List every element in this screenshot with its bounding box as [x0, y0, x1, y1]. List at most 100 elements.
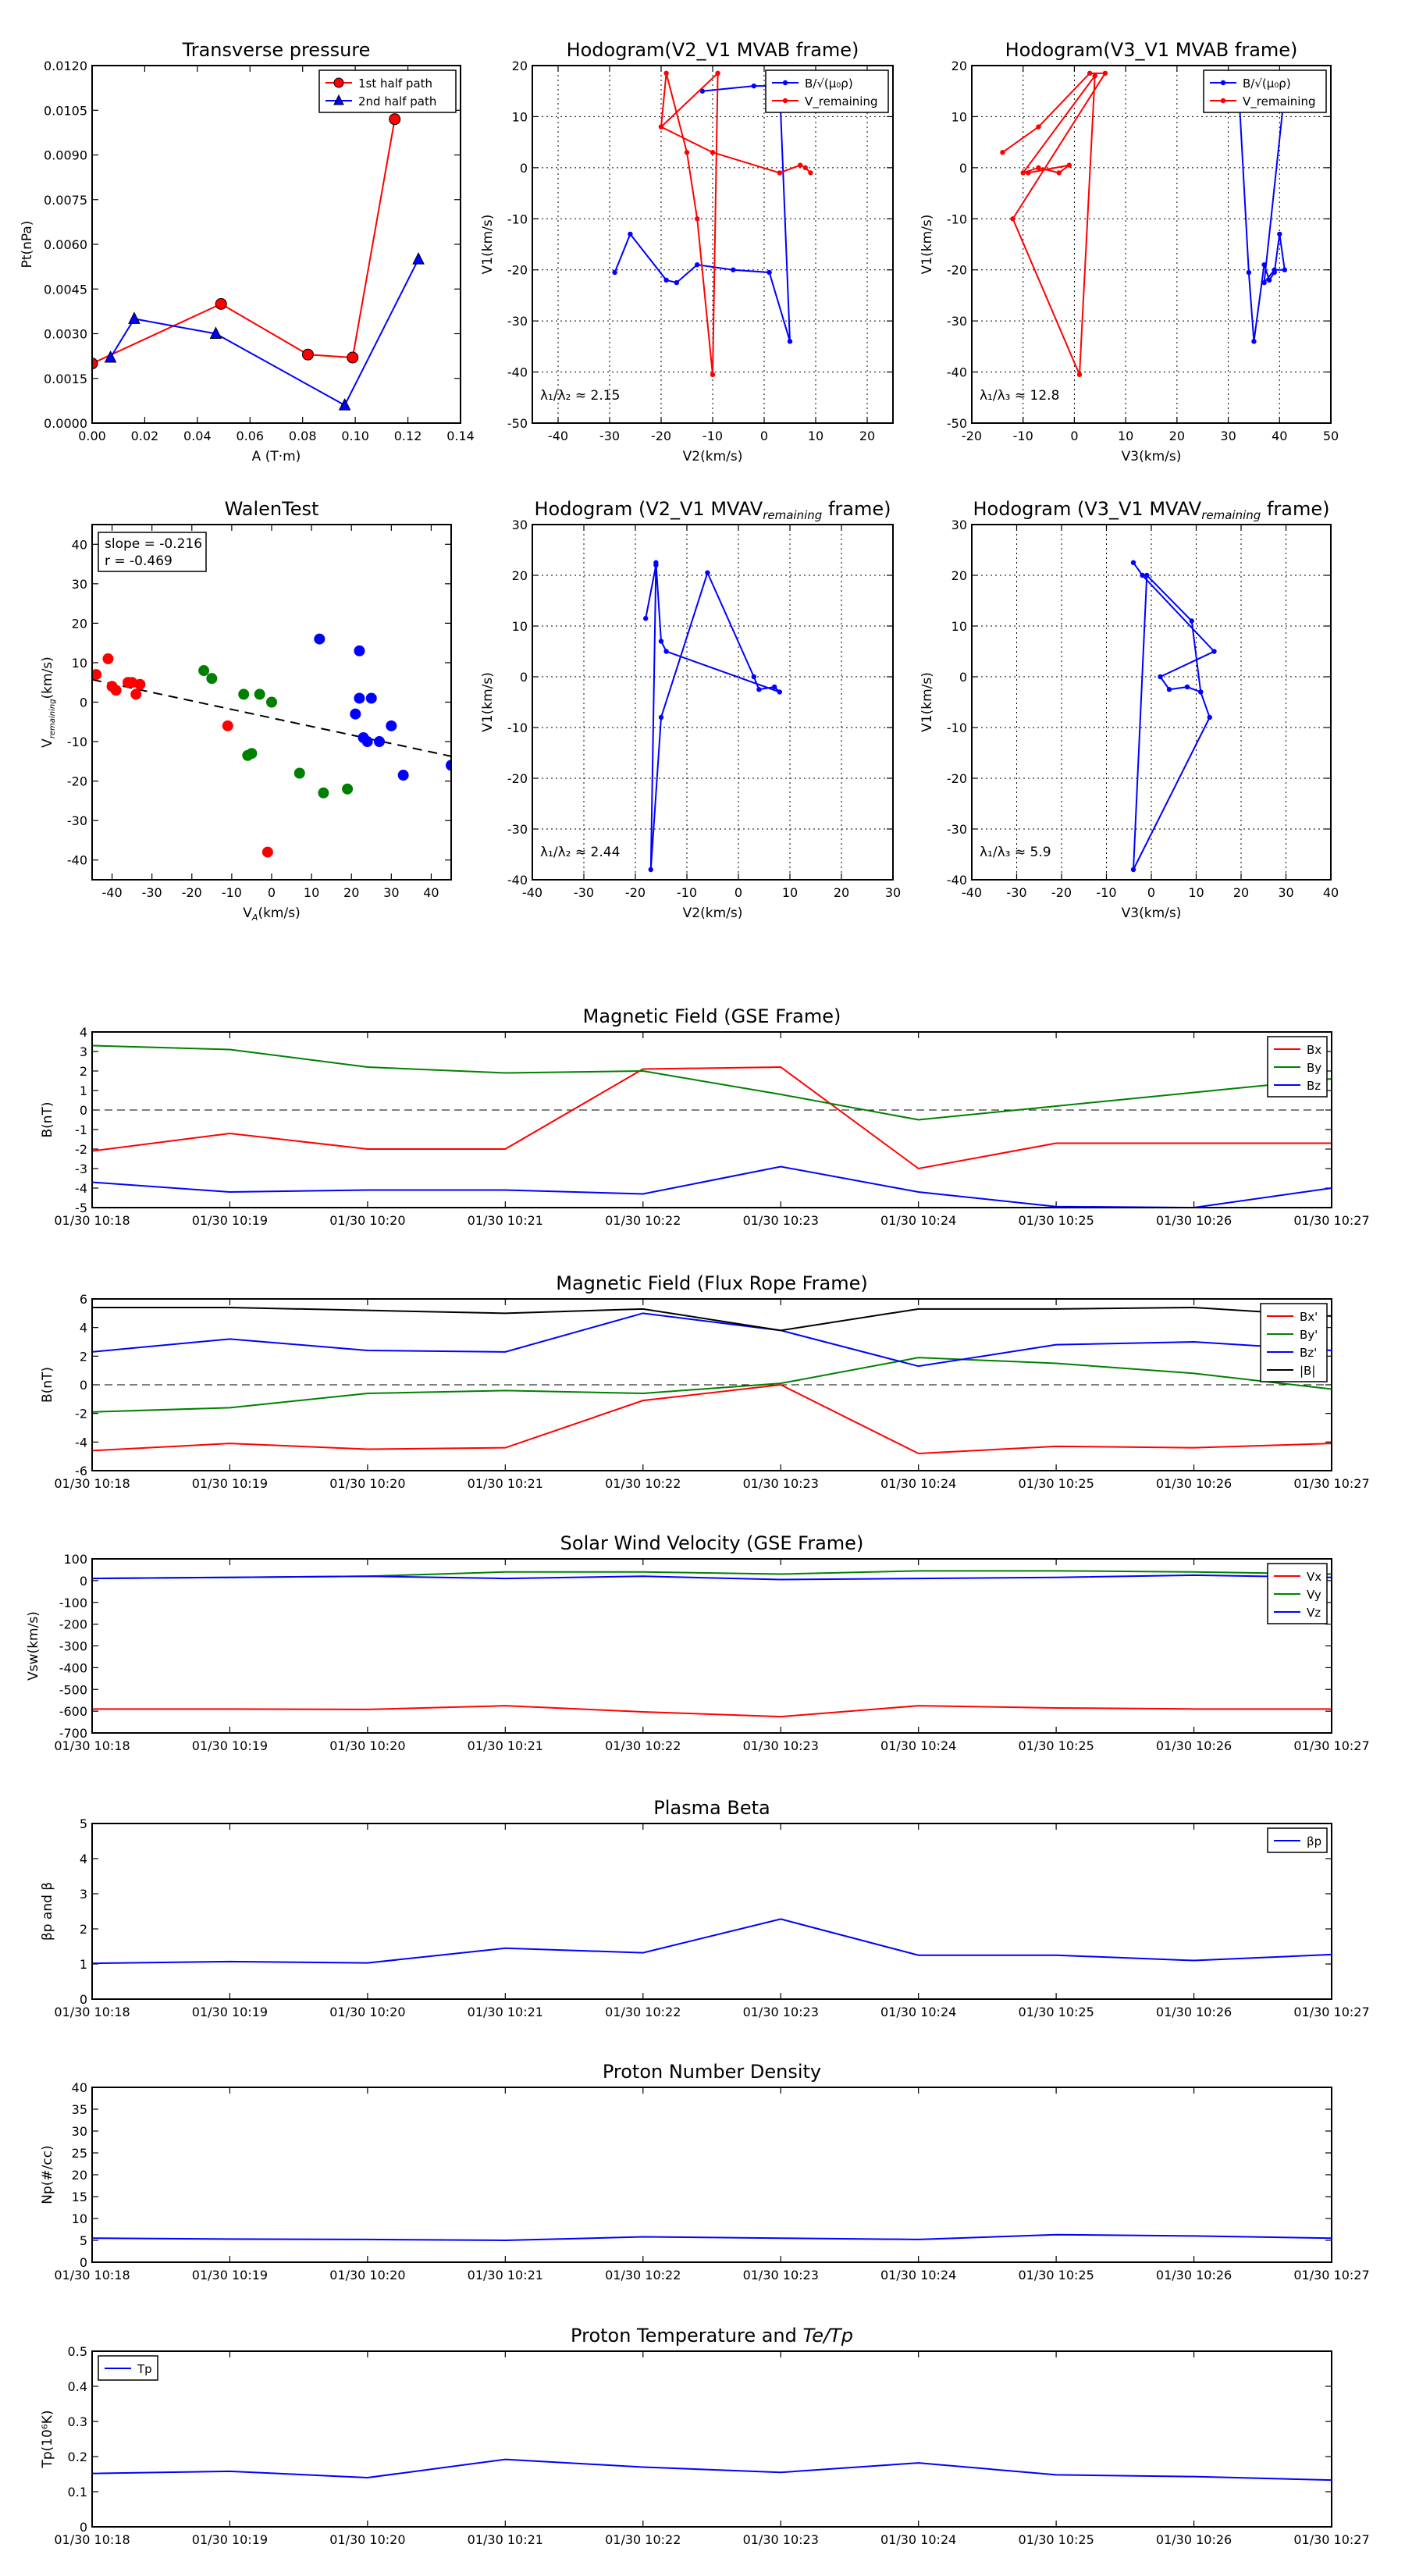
x-tick-label: 01/30 10:24 — [880, 1738, 956, 1753]
x-tick-label: -10 — [702, 429, 723, 443]
y-axis-label: V1(km/s) — [919, 215, 935, 275]
plot-area — [92, 2458, 1332, 2482]
y-tick-label: -400 — [59, 1660, 87, 1675]
x-tick-label: -40 — [548, 429, 568, 443]
y-tick-label: 25 — [72, 2146, 87, 2161]
x-tick-label: 20 — [834, 885, 849, 900]
y-tick-label: 0.0120 — [44, 59, 87, 73]
plot-frame — [91, 1298, 1332, 1471]
data-point — [1092, 73, 1097, 79]
plot-frame — [91, 2350, 1332, 2528]
y-tick-label: -50 — [947, 416, 967, 431]
legend-label: By' — [1300, 1328, 1318, 1342]
y-tick-label: -10 — [947, 720, 967, 735]
data-point — [663, 649, 669, 654]
y-tick-label: 3 — [80, 1887, 87, 1902]
x-tick-label: 01/30 10:19 — [192, 1476, 268, 1491]
plot-area — [92, 1918, 1332, 1965]
data-point — [1130, 560, 1136, 565]
chart-title: Proton Number Density — [603, 2061, 821, 2083]
y-tick-label: 2 — [80, 1064, 87, 1079]
chart-panel-11: Proton Number Density 01/30 10:18 01/30 10… — [40, 2061, 1370, 2282]
y-tick-label: 10 — [951, 619, 967, 634]
title-subscript: remaining — [1201, 508, 1261, 522]
axis-label-rest: (km/s) — [40, 656, 55, 699]
chart-panel-6: Hodogram (V3_V1 MVAVremaining frame)-40-… — [919, 498, 1339, 921]
series-line-2ndhalfpath — [109, 258, 419, 407]
x-tick-label: 01/30 10:19 — [192, 2532, 268, 2547]
data-point — [1272, 267, 1277, 272]
chart-panel-2: Hodogram(V2_V1 MVAB frame) -40 -30 -20 -10 0 1… — [480, 39, 894, 464]
y-tick-label: -6 — [75, 1464, 87, 1478]
y-tick-label: -2 — [75, 1142, 87, 1157]
legend-label: B/√(μ₀ρ) — [1243, 76, 1291, 91]
legend-label: Vz — [1307, 1606, 1321, 1620]
chart-title: WalenTest — [225, 498, 319, 520]
chart-title: Plasma Beta — [653, 1797, 770, 1819]
plot-area — [643, 560, 782, 873]
plot-area — [92, 1570, 1332, 1718]
legend-marker — [782, 98, 788, 104]
x-tick-label: 20 — [1169, 429, 1185, 443]
data-point — [215, 297, 227, 310]
x-tick-label: 0 — [1070, 429, 1078, 443]
x-tick-label: -30 — [599, 429, 620, 443]
x-tick-label: 10 — [1118, 429, 1133, 443]
data-point — [1166, 687, 1172, 692]
y-tick-label: -10 — [507, 720, 528, 735]
data-point — [446, 760, 451, 771]
x-tick-label: 01/30 10:27 — [1293, 1476, 1369, 1491]
x-tick-label: -20 — [625, 885, 646, 900]
y-axis-label: Np(#/cc) — [40, 2145, 55, 2204]
legend-box — [318, 69, 457, 113]
chart-title: Proton Temperature and Te/Tp — [571, 2325, 853, 2347]
x-axis-label: V2(km/s) — [683, 906, 743, 921]
data-point — [787, 339, 793, 344]
chart-panel-8: Magnetic Field (Flux Rope Frame) 01/30 10… — [40, 1272, 1370, 1491]
eigenvalue-ratio: λ₁/λ₃ ≈ 5.9 — [980, 845, 1051, 860]
plot-area — [92, 633, 451, 858]
data-point — [266, 696, 277, 708]
plot-frame — [91, 1031, 1332, 1208]
y-tick-label: 0.0090 — [44, 148, 87, 163]
legend-label: Vy — [1307, 1588, 1321, 1602]
data-point — [110, 685, 122, 696]
data-point — [1000, 150, 1005, 155]
x-tick-label: 10 — [808, 429, 823, 443]
legend-label: Bx' — [1300, 1310, 1318, 1324]
y-tick-label: 30 — [512, 518, 528, 532]
y-tick-label: 10 — [512, 619, 528, 634]
series-line-by — [92, 1357, 1332, 1413]
data-point — [389, 113, 401, 126]
x-tick-label: 40 — [423, 885, 439, 900]
data-point — [653, 560, 659, 565]
series-line-bx — [92, 1383, 1332, 1455]
legend-label: V_remaining — [1243, 94, 1316, 109]
y-axis-label: B(nT) — [40, 1101, 55, 1137]
series-line-vremaining — [1001, 72, 1107, 375]
data-point — [1026, 170, 1031, 176]
y-tick-label: 10 — [951, 109, 967, 124]
plot-frame — [971, 524, 1332, 881]
chart-title: Solar Wind Velocity (GSE Frame) — [560, 1532, 864, 1554]
x-tick-label: 01/30 10:19 — [192, 2268, 268, 2282]
x-tick-label: 01/30 10:23 — [743, 1476, 819, 1491]
data-point — [301, 348, 314, 361]
x-tick-label: 01/30 10:23 — [743, 1738, 819, 1753]
data-point — [102, 653, 114, 664]
data-point — [238, 688, 250, 700]
y-tick-label: 0 — [520, 161, 528, 176]
axis-label-rest: (km/s) — [258, 906, 300, 921]
y-tick-label: 2 — [80, 1922, 87, 1937]
y-tick-label: -20 — [507, 263, 528, 278]
x-tick-label: 01/30 10:24 — [880, 1476, 956, 1491]
plot-area — [92, 1306, 1332, 1455]
stats-text: slope = -0.216 — [105, 536, 202, 552]
y-tick-label: -10 — [947, 212, 967, 226]
data-point — [802, 165, 809, 171]
y-tick-label: 20 — [512, 568, 528, 583]
y-tick-label: -40 — [947, 873, 967, 888]
y-tick-label: 100 — [63, 1552, 87, 1567]
x-tick-label: 01/30 10:18 — [54, 2532, 130, 2547]
